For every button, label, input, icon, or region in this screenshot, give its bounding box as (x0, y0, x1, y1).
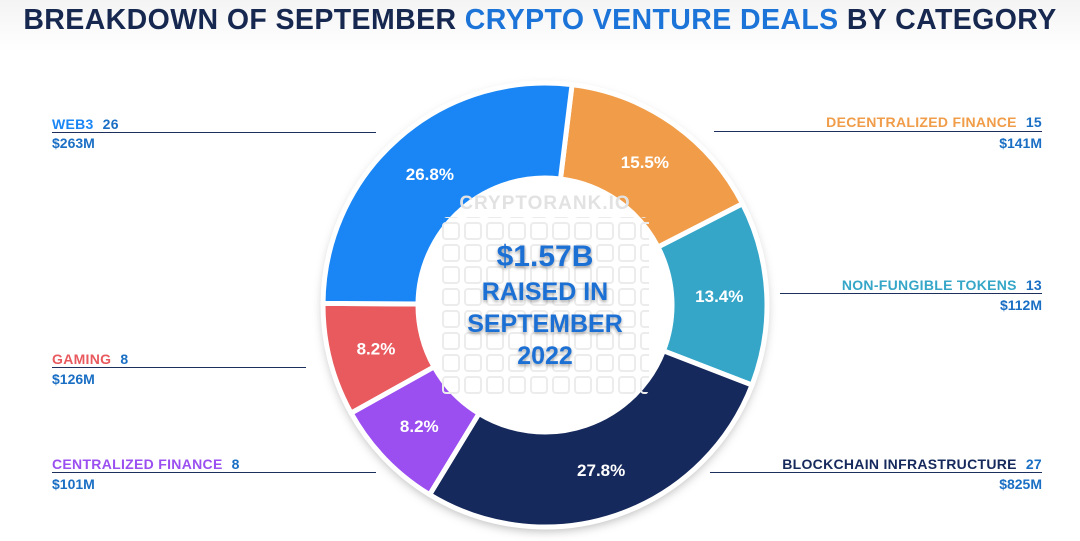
legend-centralized-finance-amount: $101M (52, 476, 95, 492)
legend-blockchain-infrastructure: BLOCKCHAIN INFRASTRUCTURE 27 (782, 456, 1042, 472)
legend-non-fungible-tokens-count: 13 (1025, 277, 1042, 293)
slice-label-decentralized-finance: 15.5% (621, 153, 669, 172)
legend-non-fungible-tokens-amount: $112M (999, 297, 1042, 313)
title-part2: BY CATEGORY (838, 4, 1057, 36)
legend-centralized-finance: CENTRALIZED FINANCE 8 (52, 456, 240, 472)
legend-decentralized-finance-count: 15 (1025, 114, 1042, 130)
legend-gaming-label: GAMING (52, 351, 112, 367)
legend-centralized-finance-label: CENTRALIZED FINANCE (52, 456, 223, 472)
legend-gaming: GAMING 8 (52, 351, 128, 367)
legend-blockchain-infrastructure-label: BLOCKCHAIN INFRASTRUCTURE (782, 456, 1017, 472)
leader-line-decentralized-finance (714, 131, 1042, 132)
slice-label-gaming: 8.2% (357, 339, 396, 358)
slice-blockchain-infrastructure (427, 348, 755, 530)
legend-web3-label: WEB3 (52, 116, 94, 132)
legend-centralized-finance-count: 8 (231, 456, 240, 472)
legend-non-fungible-tokens-label: NON-FUNGIBLE TOKENS (841, 277, 1017, 293)
legend-blockchain-infrastructure-amount: $825M (999, 476, 1042, 492)
slice-web3 (320, 80, 575, 307)
title-part1: BREAKDOWN OF SEPTEMBER (23, 4, 465, 36)
leader-line-web3 (52, 132, 376, 133)
center-text-line-1: $1.57B (497, 240, 594, 273)
center-text-line-3: SEPTEMBER (467, 310, 623, 338)
legend-decentralized-finance: DECENTRALIZED FINANCE 15 (826, 114, 1042, 130)
legend-blockchain-infrastructure-count: 27 (1025, 456, 1042, 472)
slice-label-non-fungible-tokens: 13.4% (695, 287, 743, 306)
leader-line-non-fungible-tokens (780, 293, 1042, 294)
title-highlight: CRYPTO VENTURE DEALS (464, 4, 839, 36)
legend-web3: WEB3 26 (52, 116, 119, 132)
leader-line-centralized-finance (52, 472, 376, 473)
legend-web3-amount: $263M (52, 135, 95, 151)
legend-web3-count: 26 (102, 116, 119, 132)
center-text-line-4: 2022 (517, 342, 573, 370)
legend-decentralized-finance-label: DECENTRALIZED FINANCE (826, 114, 1017, 130)
legend-gaming-amount: $126M (52, 371, 95, 387)
center-text-line-2: RAISED IN (482, 278, 608, 306)
watermark-text: CRYPTORANK.IO (459, 193, 630, 214)
legend-non-fungible-tokens: NON-FUNGIBLE TOKENS 13 (842, 277, 1042, 293)
watermark-grid (441, 217, 649, 395)
slice-label-web3: 26.8% (406, 165, 454, 184)
leader-line-blockchain-infrastructure (710, 472, 1042, 473)
legend-decentralized-finance-amount: $141M (999, 135, 1042, 151)
leader-line-gaming (52, 367, 306, 368)
slice-label-blockchain-infrastructure: 27.8% (577, 461, 625, 480)
slice-label-centralized-finance: 8.2% (400, 417, 439, 436)
legend-gaming-count: 8 (120, 351, 129, 367)
title-band (0, 0, 1080, 52)
chart-title: BREAKDOWN OF SEPTEMBER CRYPTO VENTURE DE… (0, 4, 1080, 37)
